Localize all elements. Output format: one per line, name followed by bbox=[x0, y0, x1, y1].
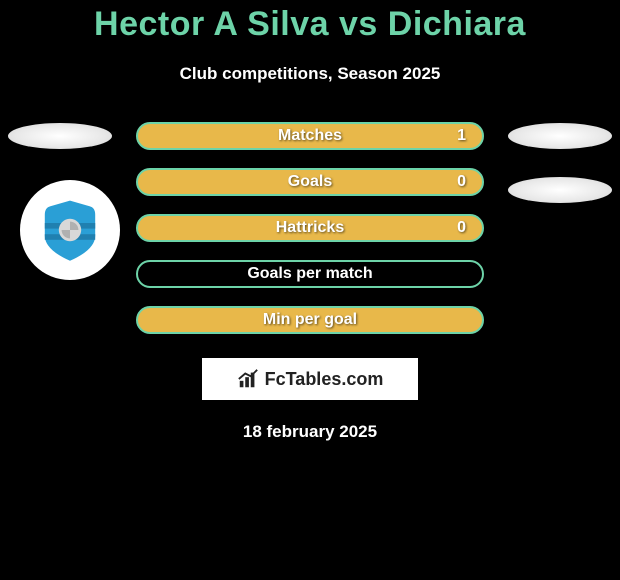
brand-box: FcTables.com bbox=[202, 358, 418, 400]
stat-value: 0 bbox=[457, 173, 466, 191]
chart-icon bbox=[237, 368, 259, 390]
stat-value: 0 bbox=[457, 219, 466, 237]
stat-label: Goals bbox=[288, 173, 332, 191]
player-avatar-right-1 bbox=[508, 123, 612, 149]
stat-row-matches: Matches 1 bbox=[136, 122, 484, 150]
stat-label: Min per goal bbox=[263, 311, 357, 329]
stat-label: Matches bbox=[278, 127, 342, 145]
stat-label: Goals per match bbox=[247, 265, 372, 283]
player-avatar-right-2 bbox=[508, 177, 612, 203]
stat-row-goals-per-match: Goals per match bbox=[136, 260, 484, 288]
shield-icon bbox=[35, 195, 105, 265]
club-badge bbox=[20, 180, 120, 280]
date-text: 18 february 2025 bbox=[0, 422, 620, 442]
page-title: Hector A Silva vs Dichiara bbox=[0, 5, 620, 44]
stat-row-goals: Goals 0 bbox=[136, 168, 484, 196]
subtitle: Club competitions, Season 2025 bbox=[0, 64, 620, 84]
brand-text: FcTables.com bbox=[265, 369, 384, 390]
stat-value: 1 bbox=[457, 127, 466, 145]
stat-row-min-per-goal: Min per goal bbox=[136, 306, 484, 334]
stat-row-hattricks: Hattricks 0 bbox=[136, 214, 484, 242]
stat-label: Hattricks bbox=[276, 219, 344, 237]
player-avatar-left bbox=[8, 123, 112, 149]
